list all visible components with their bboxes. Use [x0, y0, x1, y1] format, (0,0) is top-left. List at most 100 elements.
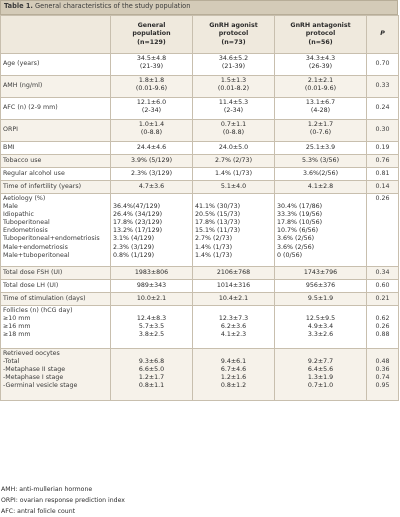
- agonist-value: 6.7±4.6: [220, 366, 247, 374]
- antagonist-value: 12.5±9.5: [305, 315, 336, 323]
- antagonist-value: 3.6% (2/56): [277, 243, 315, 251]
- row-label: Endometriosis: [3, 227, 48, 235]
- row-label-cell: Total dose FSH (UI): [0, 266, 111, 280]
- p-value: 0.21: [375, 294, 390, 302]
- p-value: 0.70: [375, 60, 390, 68]
- row-label: BMI: [3, 143, 15, 151]
- general-value: 989±343: [136, 281, 167, 289]
- general-value: 4.7±3.6: [138, 182, 165, 190]
- general-value: 3.9% (5/129): [130, 156, 173, 164]
- p-value-cell: 0.33: [366, 75, 399, 98]
- general-value: 2.3% (3/129): [113, 243, 155, 251]
- antagonist-value: 1743±796: [303, 268, 338, 276]
- row-label: Total dose LH (UI): [3, 281, 59, 289]
- row-label-cell: Time of infertility (years): [0, 180, 111, 194]
- table-row: Aetiology (%) Male Idiopathic Tuboperitonea…: [0, 193, 399, 267]
- agonist-value: 5.1±4.0: [220, 182, 247, 190]
- agonist-value-cell: 1.4% (1/73): [192, 167, 275, 181]
- p-value: [369, 350, 396, 358]
- row-label: -Metaphase I stage: [3, 374, 64, 382]
- row-label: Idiopathic: [3, 211, 34, 219]
- antagonist-value: 3.3±2.6: [307, 331, 334, 339]
- p-value: 0.95: [375, 382, 390, 390]
- agonist-value-cell: 2106±768: [192, 266, 275, 280]
- general-value: (21-39): [139, 63, 164, 71]
- p-value-cell: 0.26: [366, 193, 399, 267]
- agonist-value: 17.8% (13/73): [195, 219, 241, 227]
- general-value: 1.0±1.4: [138, 121, 165, 128]
- general-value: 12.4±8.3: [136, 315, 167, 323]
- general-value-cell: 34.5±4.8 (21-39): [110, 53, 193, 76]
- general-value-cell: 12.4±8.3 5.7±3.5 3.8±2.5: [110, 305, 193, 349]
- table-row: Time of stimulation (days) 10.0±2.1 10.4±2…: [0, 292, 399, 306]
- p-value-cell: 0.14: [366, 180, 399, 194]
- general-value: 3.8±2.5: [138, 331, 165, 339]
- agonist-value-cell: 1014±316: [192, 279, 275, 293]
- agonist-value: 41.1% (30/73): [195, 203, 241, 211]
- header-agonist: GnRH agonist protocol (n=73): [192, 15, 275, 54]
- antagonist-value-cell: 3.6%(2/56): [274, 167, 367, 181]
- agonist-value: 24.0±5.0: [218, 143, 249, 151]
- p-value: 0.36: [375, 366, 390, 374]
- p-value: 0.24: [375, 104, 390, 112]
- antagonist-value: (0-7.6): [309, 129, 332, 137]
- row-label-cell: Tobacco use: [0, 154, 111, 168]
- p-value: 0.60: [375, 281, 390, 289]
- row-label-cell: Total dose LH (UI): [0, 279, 111, 293]
- general-value: [113, 195, 190, 203]
- general-value: 2.3% (3/129): [130, 169, 173, 177]
- general-value: 1.8±1.8: [138, 77, 165, 84]
- row-label-cell: AFC (n) (2-9 mm): [0, 97, 111, 120]
- antagonist-value: 2.1±2.1: [307, 77, 334, 84]
- header-line: population: [132, 30, 171, 38]
- general-value: 3.1% (4/129): [113, 235, 155, 243]
- p-value: 0.81: [375, 169, 390, 177]
- table-title-label: Table 1.: [4, 2, 33, 10]
- general-value: (0.01-9.6): [135, 85, 168, 93]
- general-value: 34.5±4.8: [136, 55, 167, 62]
- row-label-cell: AMH (ng/ml): [0, 75, 111, 98]
- header-variable: [0, 15, 111, 54]
- general-value: 6.6±5.0: [138, 366, 165, 374]
- antagonist-value: 0 (0/56): [277, 251, 303, 259]
- table-row: BMI 24.4±4.6 24.0±5.0 25.1±3.9 0.19: [0, 141, 399, 155]
- p-value: 0.62: [375, 315, 390, 323]
- table-row: Retrieved oocytes -Total -Metaphase II sta…: [0, 348, 399, 401]
- agonist-value-cell: 5.1±4.0: [192, 180, 275, 194]
- row-label-cell: Time of stimulation (days): [0, 292, 111, 306]
- header-line: (n=129): [137, 38, 166, 46]
- general-value-cell: 1983±806: [110, 266, 193, 280]
- p-value: 0.19: [375, 143, 390, 151]
- agonist-value: 1.2±1.6: [220, 374, 247, 382]
- header-line: (n=56): [308, 38, 333, 46]
- general-value-cell: 36.4%(47/129) 26.4% (34/129) 17.8% (23/129…: [110, 193, 193, 267]
- general-value: 5.7±3.5: [138, 323, 165, 331]
- general-value: 12.1±6.0: [136, 99, 167, 106]
- antagonist-value: (4-28): [310, 107, 331, 115]
- row-label: ≥16 mm: [3, 323, 31, 331]
- agonist-value: (0-8.8): [222, 129, 245, 137]
- general-value: [113, 307, 190, 315]
- agonist-value-cell: 9.4±6.1 6.7±4.6 1.2±1.6 0.8±1.2: [192, 348, 275, 401]
- row-label-cell: BMI: [0, 141, 111, 155]
- table-title-bar: Table 1. General characteristics of the …: [0, 0, 398, 15]
- agonist-value: (21-39): [221, 63, 246, 71]
- row-label: AFC (n) (2-9 mm): [3, 104, 58, 112]
- antagonist-value: [277, 307, 364, 315]
- p-value-cell: 0.30: [366, 119, 399, 142]
- antagonist-value: 6.4±5.6: [307, 366, 334, 374]
- p-value-cell: 0.60: [366, 279, 399, 293]
- agonist-value: 11.4±5.3: [218, 99, 249, 106]
- p-value-cell: 0.48 0.36 0.74 0.95: [366, 348, 399, 401]
- table-title: Table 1. General characteristics of the …: [4, 2, 190, 10]
- row-label: Tuboperitoneal: [3, 219, 50, 227]
- agonist-value: 0.7±1.1: [220, 121, 247, 128]
- p-value: 0.26: [375, 323, 390, 331]
- general-value-cell: 2.3% (3/129): [110, 167, 193, 181]
- header-p-value: P: [366, 15, 399, 54]
- general-value: 9.3±6.8: [138, 358, 165, 366]
- p-value: [369, 307, 396, 315]
- agonist-value: 34.6±5.2: [218, 55, 249, 62]
- general-value: 24.4±4.6: [136, 143, 167, 151]
